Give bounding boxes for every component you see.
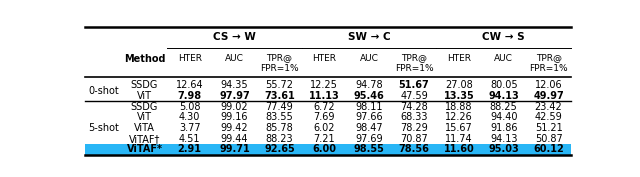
- Text: TPR@
FPR=1%: TPR@ FPR=1%: [529, 53, 568, 73]
- Text: 4.30: 4.30: [179, 112, 200, 122]
- FancyBboxPatch shape: [85, 144, 571, 155]
- Text: 74.28: 74.28: [400, 102, 428, 112]
- Text: AUC: AUC: [360, 54, 379, 63]
- Text: 11.60: 11.60: [444, 144, 474, 155]
- Text: HTER: HTER: [312, 54, 336, 63]
- Text: 12.06: 12.06: [535, 80, 563, 90]
- Text: 7.69: 7.69: [314, 112, 335, 122]
- Text: 97.69: 97.69: [355, 134, 383, 144]
- Text: 47.59: 47.59: [400, 91, 428, 101]
- Text: 50.87: 50.87: [535, 134, 563, 144]
- Text: 94.13: 94.13: [490, 134, 518, 144]
- Text: 42.59: 42.59: [535, 112, 563, 122]
- Text: HTER: HTER: [178, 54, 202, 63]
- Text: 0-shot: 0-shot: [88, 85, 118, 96]
- Text: AUC: AUC: [494, 54, 513, 63]
- Text: 23.42: 23.42: [535, 102, 563, 112]
- Text: 12.64: 12.64: [176, 80, 204, 90]
- Text: 68.33: 68.33: [400, 112, 428, 122]
- Text: 11.74: 11.74: [445, 134, 473, 144]
- Text: 99.71: 99.71: [220, 144, 250, 155]
- Text: 80.05: 80.05: [490, 80, 518, 90]
- Text: SSDG: SSDG: [131, 102, 158, 112]
- Text: 6.02: 6.02: [314, 123, 335, 133]
- Text: 88.25: 88.25: [490, 102, 518, 112]
- Text: 27.08: 27.08: [445, 80, 473, 90]
- Text: 70.87: 70.87: [400, 134, 428, 144]
- Text: 94.35: 94.35: [221, 80, 248, 90]
- Text: SSDG: SSDG: [131, 80, 158, 90]
- Text: 18.88: 18.88: [445, 102, 472, 112]
- Text: 98.47: 98.47: [355, 123, 383, 133]
- Text: Method: Method: [124, 54, 165, 64]
- Text: 99.42: 99.42: [221, 123, 248, 133]
- Text: 3.77: 3.77: [179, 123, 200, 133]
- Text: 11.13: 11.13: [309, 91, 340, 101]
- Text: 95.46: 95.46: [354, 91, 385, 101]
- Text: 97.97: 97.97: [220, 91, 250, 101]
- Text: 92.65: 92.65: [264, 144, 295, 155]
- Text: 60.12: 60.12: [533, 144, 564, 155]
- Text: 91.86: 91.86: [490, 123, 518, 133]
- Text: 94.78: 94.78: [355, 80, 383, 90]
- Text: 12.26: 12.26: [445, 112, 473, 122]
- Text: 88.23: 88.23: [266, 134, 293, 144]
- Text: 99.44: 99.44: [221, 134, 248, 144]
- Text: 51.21: 51.21: [535, 123, 563, 133]
- Text: ViTA: ViTA: [134, 123, 155, 133]
- Text: ViTAF*: ViTAF*: [127, 144, 163, 155]
- Text: TPR@
FPR=1%: TPR@ FPR=1%: [260, 53, 299, 73]
- Text: HTER: HTER: [447, 54, 471, 63]
- Text: AUC: AUC: [225, 54, 244, 63]
- Text: 15.67: 15.67: [445, 123, 473, 133]
- Text: ViT: ViT: [137, 112, 152, 122]
- Text: 12.25: 12.25: [310, 80, 339, 90]
- Text: SW → C: SW → C: [348, 32, 390, 42]
- Text: 95.03: 95.03: [488, 144, 519, 155]
- Text: 99.02: 99.02: [221, 102, 248, 112]
- Text: 6.72: 6.72: [314, 102, 335, 112]
- Text: 13.35: 13.35: [444, 91, 474, 101]
- Text: 55.72: 55.72: [266, 80, 294, 90]
- Text: ViT: ViT: [137, 91, 152, 101]
- Text: ViTAF†: ViTAF†: [129, 134, 160, 144]
- Text: CS → W: CS → W: [213, 32, 256, 42]
- Text: 5-shot: 5-shot: [88, 123, 119, 133]
- Text: 78.56: 78.56: [399, 144, 429, 155]
- Text: 77.49: 77.49: [266, 102, 293, 112]
- Text: 85.78: 85.78: [266, 123, 293, 133]
- Text: 98.11: 98.11: [355, 102, 383, 112]
- Text: 7.98: 7.98: [178, 91, 202, 101]
- Text: 6.00: 6.00: [312, 144, 336, 155]
- Text: 94.13: 94.13: [488, 91, 519, 101]
- Text: 98.55: 98.55: [354, 144, 385, 155]
- Text: 7.21: 7.21: [314, 134, 335, 144]
- Text: 4.51: 4.51: [179, 134, 200, 144]
- Text: 97.66: 97.66: [355, 112, 383, 122]
- Text: 94.40: 94.40: [490, 112, 518, 122]
- Text: 51.67: 51.67: [399, 80, 429, 90]
- Text: 49.97: 49.97: [533, 91, 564, 101]
- Text: 2.91: 2.91: [178, 144, 202, 155]
- Text: 83.55: 83.55: [266, 112, 293, 122]
- Text: TPR@
FPR=1%: TPR@ FPR=1%: [395, 53, 433, 73]
- Text: 99.16: 99.16: [221, 112, 248, 122]
- Text: CW → S: CW → S: [483, 32, 525, 42]
- Text: 5.08: 5.08: [179, 102, 200, 112]
- Text: 73.61: 73.61: [264, 91, 295, 101]
- Text: 78.29: 78.29: [400, 123, 428, 133]
